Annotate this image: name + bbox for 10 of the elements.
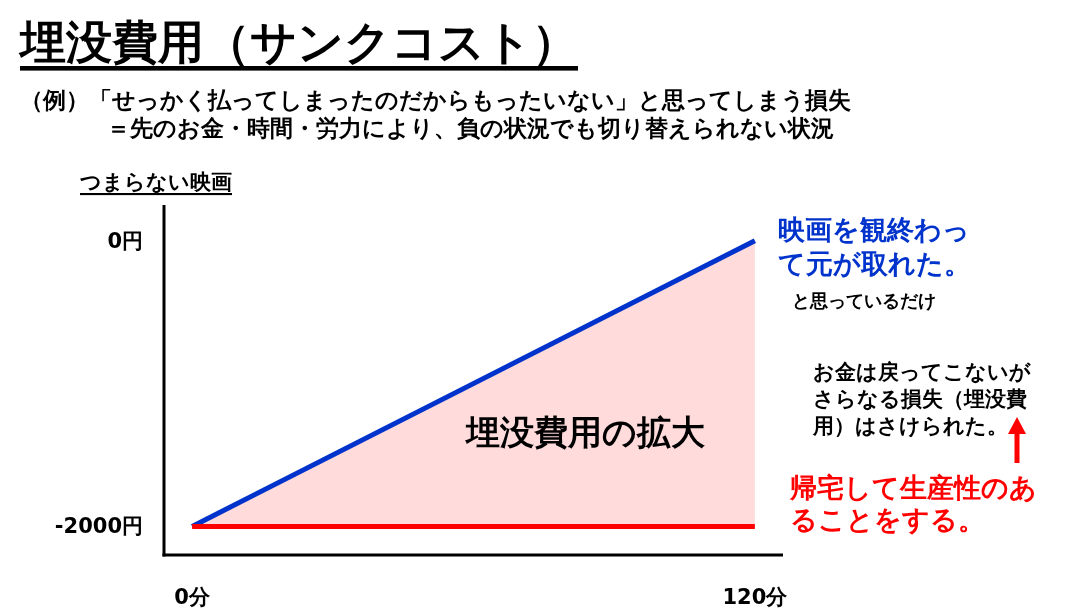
xtick: 0分	[174, 585, 210, 609]
ytick: 0円	[107, 228, 143, 253]
annotation: お金は戻ってこないがさらなる損失（埋没費用）はさけられた。	[813, 360, 1031, 438]
subtitle: （例）「せっかく払ってしまったのだからもったいない」と思ってしまう損失＝先のお金・時間・労力により、負の状況でも切り替えられない状況	[20, 87, 851, 141]
xtick: 120分	[722, 585, 788, 609]
annotation: 埋没費用の拡大	[465, 412, 705, 452]
annotation: と思っているだけ	[792, 289, 936, 311]
annotation: つまらない映画	[80, 170, 232, 194]
title: 埋没費用（サンクコスト）	[20, 15, 578, 69]
ytick: -2000円	[54, 514, 143, 539]
